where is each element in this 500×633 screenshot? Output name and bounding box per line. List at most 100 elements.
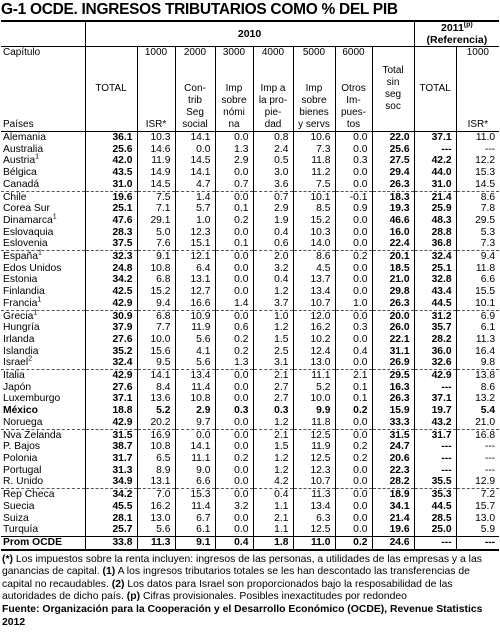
value-cell: 0.0 [214, 393, 253, 406]
value-cell: 44.5 [413, 500, 457, 513]
column-header: 5000 Imp sobre bienes y servs [292, 46, 335, 132]
value-cell: 6.6 [174, 476, 215, 490]
value-cell: 6.5 [136, 452, 175, 465]
value-cell: 11.1 [174, 452, 215, 465]
value-cell: 1.2 [252, 286, 293, 298]
value-cell: 0.4 [334, 345, 372, 358]
column-lines: TOTAL [86, 83, 137, 95]
value-cell: 6.8 [136, 274, 175, 287]
country-name: Estonia [3, 274, 38, 286]
table-row: España1 32.3 9.1 12.1 0.0 2.0 8.6 0.2 20.1 32.4 9.… [1, 250, 500, 263]
value-cell: 15.2 [292, 214, 335, 227]
value-cell: 42.2 [413, 155, 457, 168]
value-cell: 26.3 [371, 297, 415, 311]
value-cell: 34.9 [84, 476, 137, 490]
value-cell: 31.0 [84, 178, 137, 192]
value-cell: 13.0 [136, 512, 175, 525]
value-cell: 11.9 [174, 322, 215, 334]
note-marker: (1) [102, 566, 116, 578]
table-row: R. Unido 34.9 13.1 6.6 0.0 4.2 10.7 0.0 28.2 35.5… [1, 476, 500, 490]
value-cell: 20.2 [136, 416, 175, 430]
country-name: Islandia [3, 345, 39, 357]
table-row: Alemania 36.1 10.3 14.1 0.0 0.8 10.6 0.0 22.0 37.… [1, 131, 500, 144]
value-cell: 4.7 [174, 178, 215, 192]
value-cell: 15.2 [136, 286, 175, 298]
country-cell: Noruega [1, 416, 85, 430]
country-cell: Hungría [1, 322, 85, 334]
value-cell: 6.4 [174, 262, 215, 275]
column-code: 2000 [183, 47, 207, 58]
value-cell: 35.7 [413, 322, 457, 334]
value-cell: 7.5 [136, 191, 175, 204]
value-cell: --- [413, 381, 457, 394]
value-cell: 0.0 [214, 262, 253, 275]
column-line: Total [382, 65, 404, 76]
value-cell: 42.9 [84, 297, 137, 311]
value-cell: 0.6 [252, 238, 293, 252]
country-cell: Dinamarca1 [1, 213, 85, 227]
note-text: Los datos para Israel son proporcionados… [2, 578, 453, 603]
value-cell: 0.0 [334, 262, 372, 275]
country-cell: Eslovaquia [1, 227, 85, 239]
table-row: Dinamarca1 47.6 29.1 1.0 0.2 1.9 15.2 0.0 46.6 48… [1, 213, 500, 227]
value-cell: 10.8 [136, 441, 175, 453]
value-cell: 20.6 [371, 452, 415, 465]
value-cell: 24.7 [371, 441, 415, 453]
table-row: México 18.8 5.2 2.9 0.3 0.3 9.9 0.2 15.9 19.7 5.4 [1, 405, 500, 417]
year-2010: 2010 [84, 21, 415, 47]
table-row: Japón 27.6 8.4 11.4 0.0 2.7 5.2 0.1 16.3 --- 8.6 [1, 381, 500, 394]
value-cell: 38.7 [84, 441, 137, 453]
value-cell: 25.1 [84, 203, 137, 215]
value-cell: 13.1 [174, 274, 215, 287]
country-name: Chile [3, 191, 27, 203]
year-2011: 2011(p) (Referencia) [413, 21, 500, 47]
country-name: Canadá [3, 178, 40, 190]
value-cell: 1.0 [252, 310, 293, 323]
value-cell: 10.7 [292, 297, 335, 311]
column-line: dad [264, 119, 282, 130]
value-cell: 11.3 [136, 535, 175, 551]
value-cell: 10.0 [136, 333, 175, 346]
country-note: 1 [37, 296, 42, 304]
column-header: 2000 Con-trib Seg social [174, 46, 215, 132]
column-line: sobre [221, 95, 247, 106]
country-name: Suiza [3, 512, 29, 524]
value-cell: 4.2 [252, 476, 293, 490]
value-cell: 16.2 [292, 322, 335, 334]
value-cell: 29.5 [371, 369, 415, 382]
value-cell: 12.5 [292, 524, 335, 537]
value-cell: 12.4 [292, 345, 335, 358]
value-cell: 21.4 [413, 191, 457, 204]
column-header: 4000 Imp a la pro-pie-dad [252, 46, 293, 132]
value-cell: 0.0 [214, 274, 253, 287]
value-cell: 25.6 [84, 143, 137, 156]
value-cell: 0.0 [334, 524, 372, 537]
value-cell: 0.4 [252, 488, 293, 501]
value-cell: 36.1 [84, 131, 137, 144]
column-line: y servs [298, 119, 330, 130]
country-name: Japón [3, 381, 32, 393]
value-cell: 13.7 [292, 274, 335, 287]
note-marker: (p) [126, 591, 141, 603]
column-code: 1000 [144, 47, 168, 58]
value-cell: 25.1 [413, 262, 457, 275]
country-note: 1 [52, 213, 57, 221]
value-cell: 9.0 [174, 464, 215, 477]
value-cell: 46.6 [371, 214, 415, 227]
value-cell: 1.2 [252, 322, 293, 334]
value-cell: 29.1 [136, 214, 175, 227]
value-cell: 0.2 [334, 535, 372, 551]
value-cell: 16.3 [371, 381, 415, 394]
value-cell: --- [413, 452, 457, 465]
value-cell: 31.3 [84, 464, 137, 477]
value-cell: 15.3 [174, 488, 215, 501]
column-line: Seg [186, 107, 204, 118]
country-name: Dinamarca [3, 214, 53, 226]
country-cell: Islandia [1, 346, 85, 358]
value-cell: 9.1 [136, 250, 175, 263]
value-cell: 0.0 [214, 429, 253, 442]
value-cell: 7.7 [136, 322, 175, 334]
value-cell: 1.5 [252, 441, 293, 453]
value-cell: 0.0 [334, 286, 372, 298]
column-code: 5000 [302, 47, 326, 58]
